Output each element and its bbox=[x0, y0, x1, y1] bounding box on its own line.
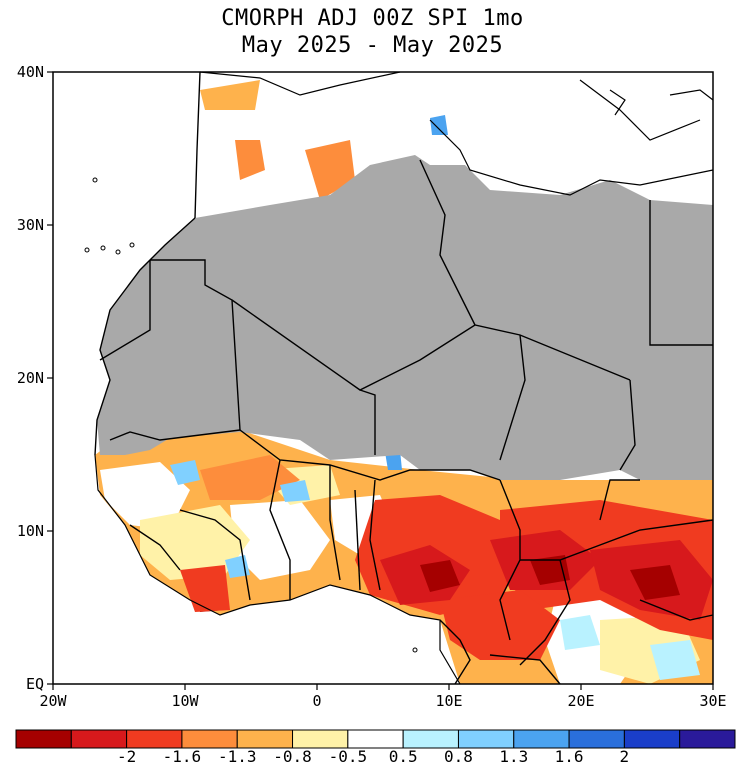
colorbar-swatch bbox=[513, 729, 570, 749]
colorbar-swatch bbox=[126, 729, 183, 749]
lon-tick-label: 20E bbox=[567, 692, 595, 710]
colorbar-tick-label: -1.3 bbox=[217, 747, 257, 766]
map-title: CMORPH ADJ 00Z SPI 1mo bbox=[221, 6, 524, 31]
colorbar-swatch bbox=[568, 729, 625, 749]
colorbar-tick-label: 0.5 bbox=[388, 747, 418, 766]
colorbar-swatch bbox=[623, 729, 681, 749]
colorbar-tick-label: 2 bbox=[619, 747, 630, 766]
spi-patch-weak-dry bbox=[140, 505, 250, 580]
spi-patch-weak-wet bbox=[560, 615, 600, 650]
lat-tick-label: 30N bbox=[16, 216, 44, 234]
land-spi-north bbox=[190, 72, 713, 215]
spi-patch-normal bbox=[230, 500, 330, 580]
lat-tick-label: 20N bbox=[16, 369, 44, 387]
islands bbox=[84, 177, 418, 653]
lat-tick-label: 40N bbox=[16, 63, 44, 81]
colorbar-tick-label: -1.6 bbox=[162, 747, 202, 766]
lat-tick-label: EQ bbox=[25, 675, 44, 693]
spi-patch-wet bbox=[170, 460, 200, 485]
spi-patch-weak-wet bbox=[650, 640, 700, 680]
colorbar-swatch bbox=[292, 729, 349, 749]
map-subtitle: May 2025 - May 2025 bbox=[241, 33, 504, 58]
spi-patch-extreme-dry bbox=[420, 560, 460, 592]
colorbar-tick-label: -0.5 bbox=[328, 747, 368, 766]
colorbar-swatch bbox=[181, 729, 238, 749]
map-panel bbox=[52, 71, 714, 685]
spi-patch-normal bbox=[100, 462, 190, 530]
colorbar-swatch bbox=[457, 729, 515, 749]
lon-tick-label: 30E bbox=[699, 692, 727, 710]
colorbar-tick-label: 1.3 bbox=[499, 747, 529, 766]
spi-patch-dry bbox=[440, 590, 560, 660]
country-borders bbox=[94, 71, 714, 685]
lon-tick-label: 0 bbox=[312, 692, 322, 710]
spi-patch-wet bbox=[280, 480, 310, 502]
coastlines bbox=[94, 71, 714, 685]
colorbar-tick-label: 1.6 bbox=[554, 747, 584, 766]
colorbar-tick-label: -2 bbox=[116, 747, 137, 766]
spi-patch-extreme-dry bbox=[630, 565, 680, 600]
spi-patch-moderate-dry bbox=[200, 455, 300, 500]
masked-arid-region bbox=[97, 155, 713, 480]
spi-patch-dry bbox=[180, 565, 230, 612]
colorbar-swatch bbox=[15, 729, 72, 749]
lon-tick-label: 20W bbox=[39, 692, 67, 710]
lat-tick-label: 10N bbox=[16, 522, 44, 540]
colorbar-swatch bbox=[679, 729, 736, 749]
colorbar-swatch bbox=[70, 729, 128, 749]
lon-tick-label: 10W bbox=[171, 692, 199, 710]
colorbar-swatch bbox=[402, 729, 459, 749]
colorbar bbox=[15, 729, 736, 749]
colorbar-tick-label: -0.8 bbox=[273, 747, 312, 766]
axis-ticks bbox=[47, 71, 714, 690]
spi-patch-moderate-dry bbox=[235, 140, 265, 180]
colorbar-swatch bbox=[347, 729, 404, 749]
lon-tick-label: 10E bbox=[435, 692, 463, 710]
colorbar-swatch bbox=[236, 729, 294, 749]
spi-patch-moderate-dry bbox=[305, 140, 355, 200]
colorbar-tick-label: 0.8 bbox=[444, 747, 473, 766]
spi-patch-moderate-dry bbox=[200, 80, 260, 110]
spi-patch-wet bbox=[430, 115, 448, 135]
